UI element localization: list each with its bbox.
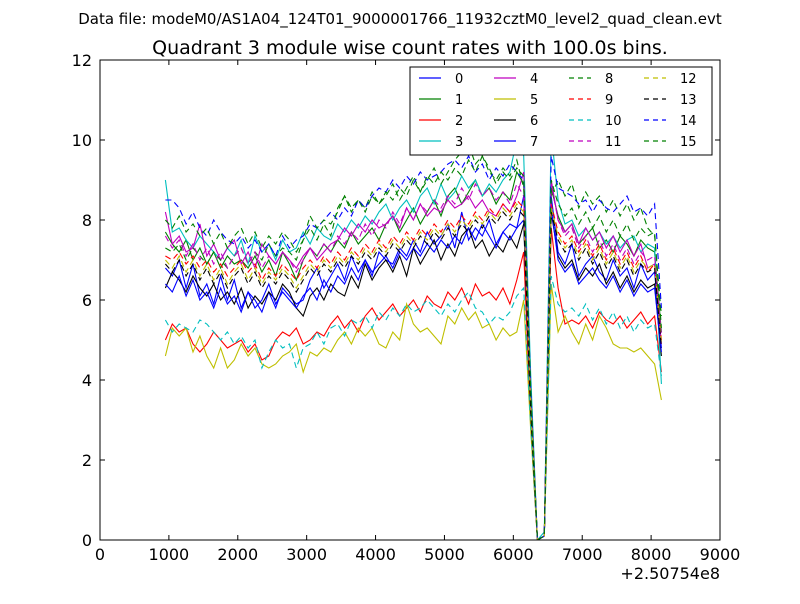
plot-frame xyxy=(99,59,721,541)
series-line-5 xyxy=(164,283,662,540)
x-tick-label: 9000 xyxy=(700,545,741,564)
x-tick-label: 4000 xyxy=(355,545,396,564)
axis-ticks: 0 1000 2000 3000 4000 5000 6000 7000 8000 9000 0 2 4… xyxy=(72,51,741,564)
legend-label-7: 7 xyxy=(530,135,538,150)
x-tick-label: 0 xyxy=(95,545,105,564)
x-tick-label: 5000 xyxy=(424,545,465,564)
x-tick-label: 8000 xyxy=(631,545,672,564)
series-line-12 xyxy=(164,203,662,540)
legend-label-4: 4 xyxy=(530,72,538,87)
x-tick-label: 6000 xyxy=(493,545,534,564)
x-offset-label: +2.50754e8 xyxy=(620,564,720,583)
series-line-3 xyxy=(164,131,662,540)
y-tick-label: 6 xyxy=(82,291,92,310)
legend-label-8: 8 xyxy=(605,72,613,87)
y-tick-label: 2 xyxy=(82,451,92,470)
series-line-2 xyxy=(164,227,662,540)
x-tick-label: 7000 xyxy=(562,545,603,564)
series-line-15 xyxy=(164,154,662,540)
y-tick-label: 4 xyxy=(82,371,92,390)
legend-label-15: 15 xyxy=(680,135,697,150)
legend-label-14: 14 xyxy=(680,114,697,129)
series-line-14 xyxy=(165,154,662,540)
x-tick-label: 1000 xyxy=(149,545,190,564)
legend-label-1: 1 xyxy=(455,93,463,108)
series-layer xyxy=(164,131,662,540)
legend-label-2: 2 xyxy=(455,114,463,129)
legend-label-9: 9 xyxy=(605,93,613,108)
y-tick-label: 12 xyxy=(72,51,92,70)
series-line-9 xyxy=(165,199,662,540)
y-tick-label: 10 xyxy=(72,131,92,150)
y-tick-label: 8 xyxy=(82,211,92,230)
legend-label-10: 10 xyxy=(605,114,622,129)
legend-label-6: 6 xyxy=(530,114,538,129)
legend-box xyxy=(409,66,713,156)
legend-label-11: 11 xyxy=(605,135,622,150)
legend-label-5: 5 xyxy=(530,93,538,108)
figure-suptitle: Data file: modeM0/AS1A04_124T01_90000017… xyxy=(78,10,722,29)
legend-label-0: 0 xyxy=(455,72,463,87)
y-tick-label: 0 xyxy=(82,531,92,550)
legend-label-3: 3 xyxy=(455,135,463,150)
chart-title: Quadrant 3 module wise count rates with … xyxy=(152,37,668,59)
series-line-13 xyxy=(164,207,662,540)
series-line-4 xyxy=(164,171,662,540)
x-tick-label: 2000 xyxy=(217,545,258,564)
series-line-10 xyxy=(164,275,662,540)
legend-label-13: 13 xyxy=(680,93,697,108)
x-tick-label: 3000 xyxy=(286,545,327,564)
legend-label-12: 12 xyxy=(680,72,697,87)
series-line-11 xyxy=(164,182,662,540)
series-line-8 xyxy=(165,142,662,540)
